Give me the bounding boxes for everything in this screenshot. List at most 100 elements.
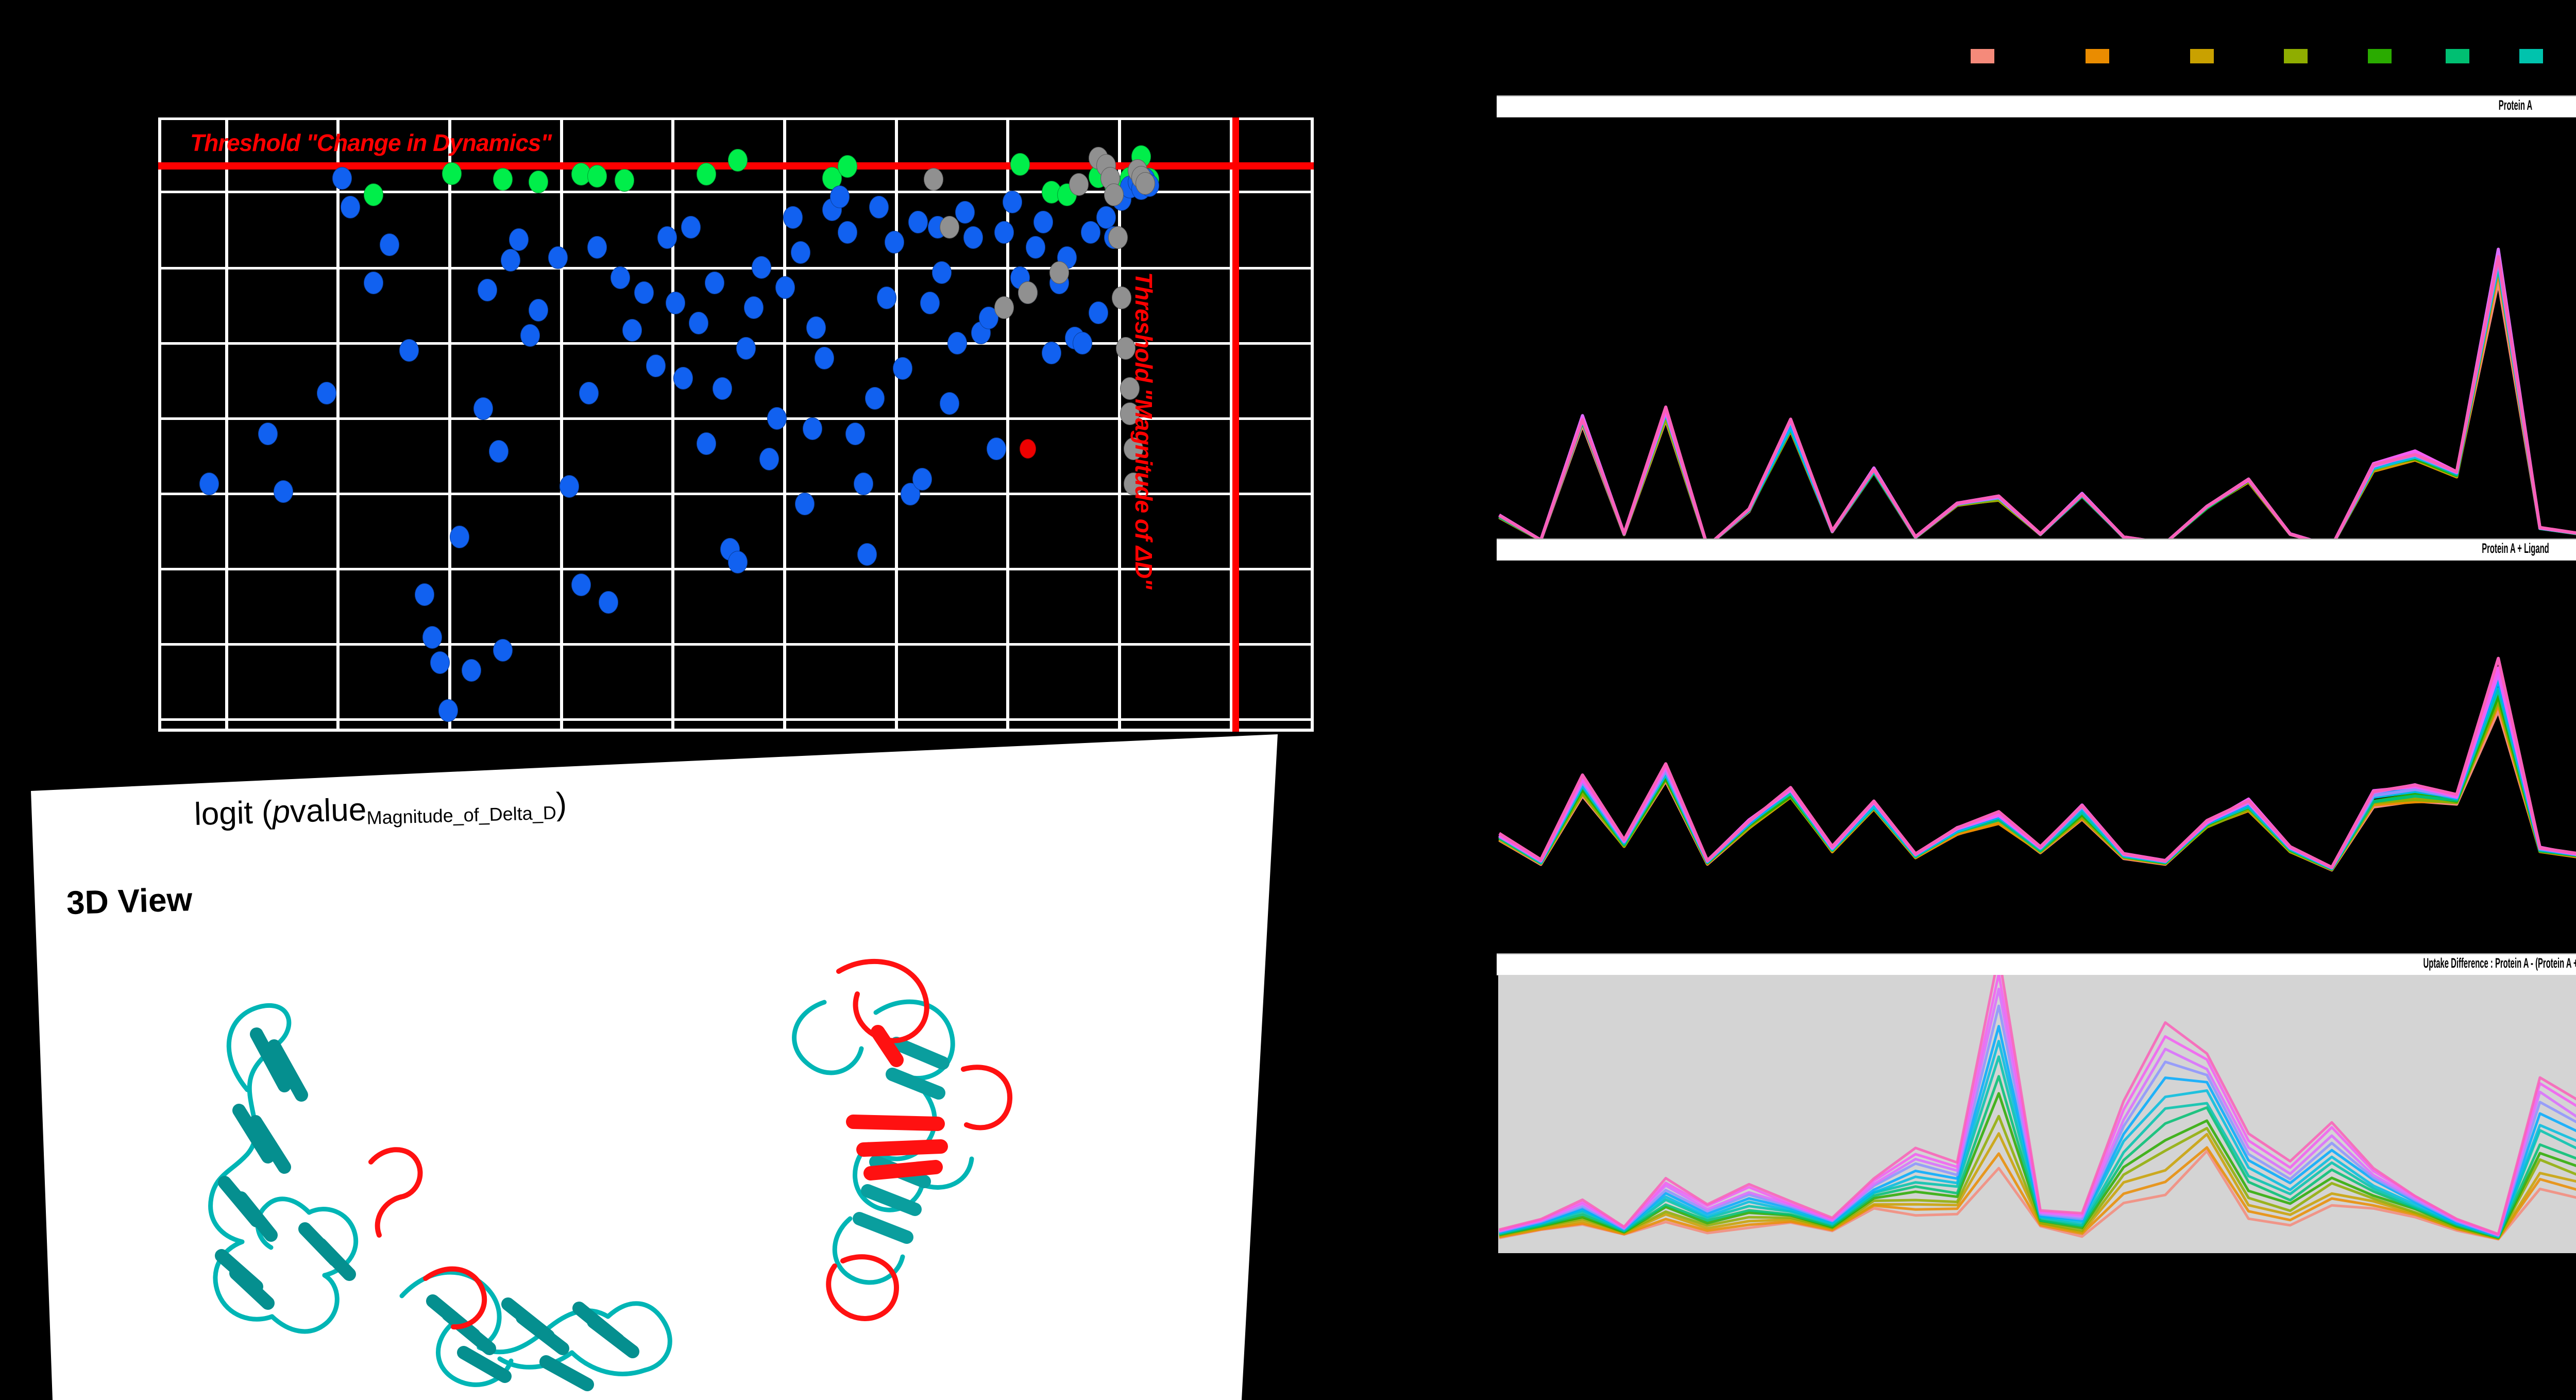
scatter-point[interactable] xyxy=(892,357,912,380)
scatter-point[interactable] xyxy=(931,261,952,284)
scatter-point[interactable] xyxy=(857,543,877,566)
legend-swatch[interactable] xyxy=(2445,49,2469,63)
scatter-point[interactable] xyxy=(316,382,336,405)
scatter-point[interactable] xyxy=(885,231,905,254)
3d-view-panel[interactable]: logit (pvalueMagnitude_of_Delta_D) 3D Vi… xyxy=(0,734,1391,1400)
scatter-point[interactable] xyxy=(908,211,928,234)
scatter-point[interactable] xyxy=(775,276,795,299)
scatter-point[interactable] xyxy=(838,155,858,178)
scatter-point[interactable] xyxy=(1116,336,1136,360)
protein-structure-svg[interactable] xyxy=(93,940,1226,1394)
scatter-point[interactable] xyxy=(689,311,709,334)
scatter-point[interactable] xyxy=(912,467,932,491)
scatter-point[interactable] xyxy=(681,216,701,239)
scatter-point[interactable] xyxy=(1080,221,1100,244)
panel-uptake-difference[interactable]: Uptake Difference : Protein A - (Protein… xyxy=(1484,876,2576,1391)
scatter-point[interactable] xyxy=(673,367,693,390)
scatter-point[interactable] xyxy=(794,493,815,516)
scatter-point[interactable] xyxy=(1069,173,1089,196)
scatter-point[interactable] xyxy=(987,437,1007,460)
scatter-point[interactable] xyxy=(751,256,771,279)
scatter-point[interactable] xyxy=(501,248,521,272)
scatter-point[interactable] xyxy=(438,699,458,722)
scatter-point[interactable] xyxy=(1120,402,1140,425)
scatter-point[interactable] xyxy=(865,387,885,410)
legend-swatch[interactable] xyxy=(2190,49,2214,63)
scatter-point[interactable] xyxy=(877,286,897,309)
scatter-point[interactable] xyxy=(493,638,513,662)
scatter-point[interactable] xyxy=(1019,438,1036,459)
scatter-point[interactable] xyxy=(790,241,810,264)
legend-swatch[interactable] xyxy=(2368,49,2392,63)
scatter-point[interactable] xyxy=(587,165,607,188)
scatter-point[interactable] xyxy=(1010,153,1030,176)
scatter-point[interactable] xyxy=(1002,191,1022,214)
scatter-point[interactable] xyxy=(704,271,724,294)
trace-chart-uptake-difference[interactable] xyxy=(1484,975,2576,1253)
scatter-point[interactable] xyxy=(963,226,983,249)
scatter-point[interactable] xyxy=(1088,301,1108,325)
scatter-point[interactable] xyxy=(493,168,513,191)
scatter-point[interactable] xyxy=(399,339,419,362)
protein-ribbon-render[interactable] xyxy=(93,940,1226,1394)
scatter-point[interactable] xyxy=(657,226,677,249)
scatter-point[interactable] xyxy=(1124,473,1144,496)
scatter-point[interactable] xyxy=(845,422,866,445)
legend-swatch[interactable] xyxy=(2086,49,2110,63)
scatter-point[interactable] xyxy=(955,200,975,224)
scatter-point[interactable] xyxy=(939,216,959,239)
scatter-point[interactable] xyxy=(430,651,450,674)
scatter-point[interactable] xyxy=(1033,211,1054,234)
scatter-point[interactable] xyxy=(712,377,732,400)
scatter-point[interactable] xyxy=(728,149,748,172)
scatter-point[interactable] xyxy=(1108,226,1128,249)
scatter-point[interactable] xyxy=(924,168,944,191)
scatter-point[interactable] xyxy=(364,271,384,294)
scatter-point[interactable] xyxy=(1096,206,1116,229)
scatter-point[interactable] xyxy=(528,171,548,194)
scatter-point[interactable] xyxy=(258,422,278,445)
scatter-point[interactable] xyxy=(462,659,482,682)
scatter-point[interactable] xyxy=(767,407,787,430)
scatter-point[interactable] xyxy=(743,296,764,319)
legend-swatch[interactable] xyxy=(1971,49,1994,63)
scatter-plot-area[interactable]: Threshold "Change in Dynamics" Threshold… xyxy=(158,117,1314,732)
scatter-point[interactable] xyxy=(199,473,219,496)
scatter-point[interactable] xyxy=(759,447,779,470)
scatter-point[interactable] xyxy=(728,550,748,574)
scatter-point[interactable] xyxy=(1112,286,1132,309)
scatter-point[interactable] xyxy=(548,246,568,269)
scatter-point[interactable] xyxy=(560,475,580,498)
trace-chart-protein-a-ligand[interactable] xyxy=(1484,562,2576,891)
panel-protein-a-ligand[interactable]: Protein A + Ligand xyxy=(1484,464,2576,876)
scatter-point[interactable] xyxy=(379,233,399,257)
trace-chart-protein-a[interactable] xyxy=(1484,119,2576,556)
scatter-point[interactable] xyxy=(599,591,619,614)
scatter-point[interactable] xyxy=(340,195,360,218)
scatter-point[interactable] xyxy=(646,354,666,377)
scatter-point[interactable] xyxy=(274,480,294,503)
scatter-point[interactable] xyxy=(614,169,634,192)
scatter-point[interactable] xyxy=(571,573,591,596)
scatter-point[interactable] xyxy=(489,440,509,463)
3d-view-card[interactable]: logit (pvalueMagnitude_of_Delta_D) 3D Vi… xyxy=(31,734,1278,1400)
scatter-point[interactable] xyxy=(736,336,756,360)
scatter-point[interactable] xyxy=(1026,236,1046,259)
scatter-point[interactable] xyxy=(622,319,642,342)
scatter-point[interactable] xyxy=(422,626,443,649)
scatter-point[interactable] xyxy=(528,299,548,322)
scatter-point[interactable] xyxy=(611,266,631,289)
scatter-point[interactable] xyxy=(838,221,858,244)
scatter-point[interactable] xyxy=(442,162,462,185)
scatter-point[interactable] xyxy=(829,185,850,209)
scatter-point[interactable] xyxy=(802,417,822,440)
scatter-point[interactable] xyxy=(1041,342,1061,365)
scatter-point[interactable] xyxy=(473,397,494,420)
scatter-point[interactable] xyxy=(920,291,940,314)
scatter-point[interactable] xyxy=(994,221,1014,244)
panel-protein-a[interactable]: Protein A xyxy=(1484,0,2576,548)
scatter-point[interactable] xyxy=(415,583,435,606)
scatter-point[interactable] xyxy=(634,281,654,305)
scatter-point[interactable] xyxy=(1018,281,1038,305)
scatter-point[interactable] xyxy=(579,382,599,405)
